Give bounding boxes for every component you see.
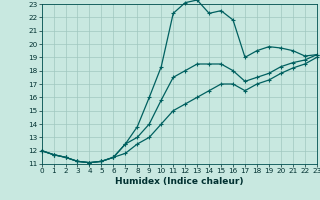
X-axis label: Humidex (Indice chaleur): Humidex (Indice chaleur) — [115, 177, 244, 186]
